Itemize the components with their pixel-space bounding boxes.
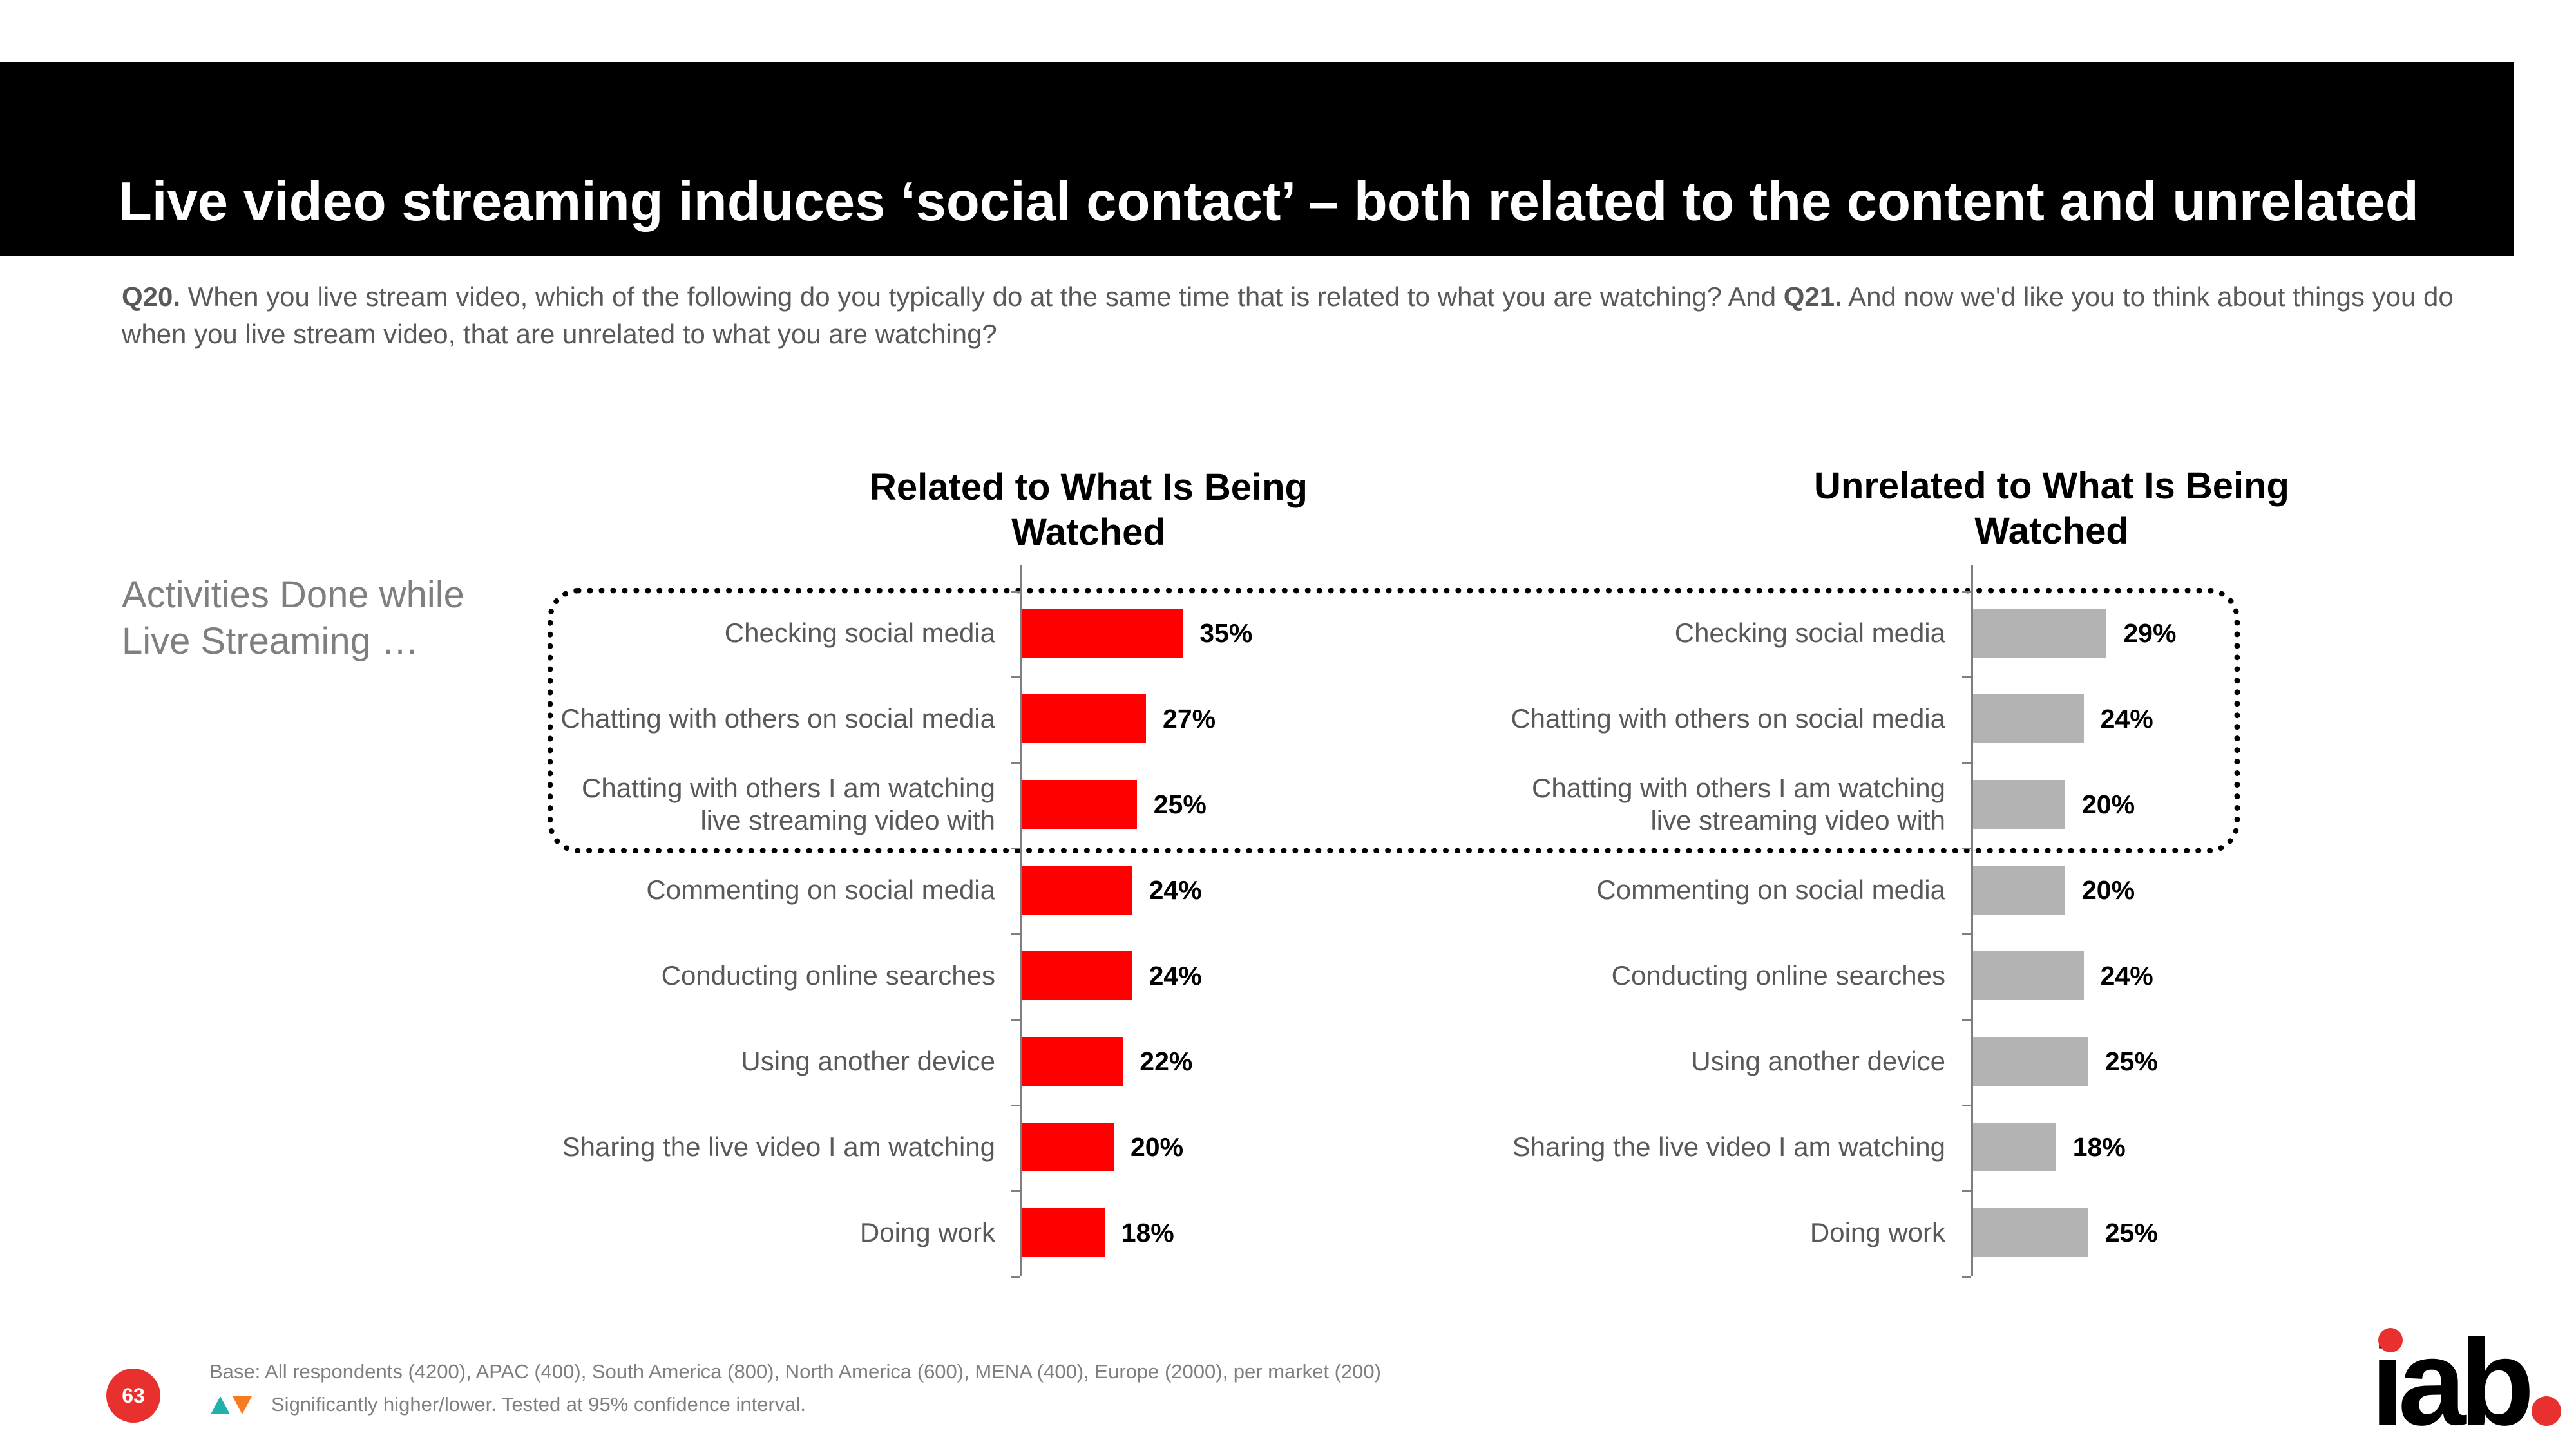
- related-bar: [1022, 694, 1147, 743]
- unrelated-axis-tick: [1962, 933, 1971, 935]
- significance-note: Significantly higher/lower. Tested at 95…: [209, 1393, 806, 1416]
- title-bar: [0, 62, 2514, 256]
- unrelated-bar: [1973, 1037, 2088, 1086]
- related-axis-tick: [1011, 676, 1020, 678]
- related-category-label: Chatting with others I am watching live …: [582, 773, 995, 835]
- unrelated-bar: [1973, 780, 2065, 829]
- related-category-label: Chatting with others on social media: [560, 703, 995, 734]
- related-axis-tick: [1011, 1190, 1020, 1192]
- related-bar: [1022, 780, 1137, 829]
- related-value-label: 22%: [1140, 1047, 1193, 1076]
- unrelated-axis-tick: [1962, 1104, 1971, 1106]
- base-note: Base: All respondents (4200), APAC (400)…: [209, 1360, 1381, 1383]
- unrelated-value-label: 25%: [2104, 1218, 2158, 1247]
- unrelated-category-label: Conducting online searches: [1611, 960, 1945, 991]
- q20-label: Q20.: [122, 281, 181, 312]
- related-bar: [1022, 1037, 1123, 1086]
- chart-title-related: Related to What Is Being Watched: [870, 466, 1308, 553]
- related-axis-tick: [1011, 1275, 1020, 1278]
- unrelated-value-label: 24%: [2100, 961, 2153, 991]
- q20-text: When you live stream video, which of the…: [180, 281, 1784, 312]
- unrelated-axis-tick: [1962, 1018, 1971, 1021]
- unrelated-value-label: 29%: [2123, 618, 2177, 648]
- related-axis-tick: [1011, 933, 1020, 935]
- unrelated-category-label: Doing work: [1809, 1217, 1945, 1247]
- significance-triangles-icon: [211, 1396, 252, 1414]
- related-axis-line: [1020, 564, 1022, 1276]
- unrelated-bar: [1973, 609, 2107, 658]
- related-bar: [1022, 609, 1183, 658]
- related-bar: [1022, 1208, 1105, 1257]
- unrelated-axis-tick: [1962, 761, 1971, 764]
- related-category-label: Doing work: [859, 1217, 995, 1247]
- unrelated-bar: [1973, 951, 2084, 1000]
- unrelated-axis-tick: [1962, 590, 1971, 593]
- unrelated-bar: [1973, 1208, 2088, 1257]
- iab-logo-i-dot: [2378, 1328, 2403, 1352]
- related-bar: [1022, 1123, 1114, 1171]
- unrelated-category-label: Commenting on social media: [1596, 875, 1945, 905]
- related-axis-tick: [1011, 847, 1020, 849]
- unrelated-axis-tick: [1962, 1275, 1971, 1278]
- unrelated-value-label: 25%: [2104, 1047, 2158, 1076]
- related-category-label: Checking social media: [724, 618, 995, 648]
- unrelated-category-label: Using another device: [1691, 1046, 1945, 1076]
- unrelated-bar: [1973, 694, 2084, 743]
- unrelated-bar: [1973, 1123, 2056, 1171]
- related-value-label: 24%: [1149, 875, 1202, 905]
- related-axis-tick: [1011, 1104, 1020, 1106]
- related-axis-tick: [1011, 1018, 1020, 1021]
- unrelated-category-label: Sharing the live video I am watching: [1512, 1132, 1945, 1162]
- q21-text: And now we'd like you to think about thi…: [122, 281, 2454, 349]
- chart-title-unrelated: Unrelated to What Is Being Watched: [1814, 465, 2289, 552]
- unrelated-category-label: Chatting with others on social media: [1511, 703, 1945, 734]
- unrelated-value-label: 18%: [2072, 1132, 2126, 1162]
- unrelated-axis-line: [1971, 564, 1973, 1276]
- unrelated-value-label: 20%: [2082, 790, 2135, 819]
- top-three-highlight-box: [548, 588, 2240, 853]
- related-value-label: 35%: [1199, 618, 1253, 648]
- related-value-label: 20%: [1131, 1132, 1184, 1162]
- unrelated-value-label: 24%: [2100, 704, 2153, 734]
- unrelated-category-label: Chatting with others I am watching live …: [1532, 773, 1945, 835]
- related-axis-tick: [1011, 761, 1020, 764]
- unrelated-category-label: Checking social media: [1674, 618, 1945, 648]
- unrelated-axis-tick: [1962, 1190, 1971, 1192]
- unrelated-value-label: 20%: [2082, 875, 2135, 905]
- related-category-label: Sharing the live video I am watching: [562, 1132, 995, 1162]
- related-axis-tick: [1011, 590, 1020, 593]
- related-category-label: Using another device: [741, 1046, 995, 1076]
- slide-title: Live video streaming induces ‘social con…: [119, 171, 2419, 232]
- related-value-label: 27%: [1163, 704, 1216, 734]
- related-value-label: 18%: [1121, 1218, 1174, 1247]
- significance-note-text: Significantly higher/lower. Tested at 95…: [271, 1393, 806, 1416]
- related-bar: [1022, 951, 1132, 1000]
- unrelated-axis-tick: [1962, 676, 1971, 678]
- related-category-label: Commenting on social media: [646, 875, 995, 905]
- q21-label: Q21.: [1783, 281, 1842, 312]
- page-number-badge: 63: [106, 1369, 160, 1423]
- activities-label: Activities Done while Live Streaming …: [122, 574, 464, 662]
- iab-logo-period-dot: [2532, 1396, 2561, 1426]
- unrelated-axis-tick: [1962, 847, 1971, 849]
- related-bar: [1022, 866, 1132, 915]
- unrelated-bar: [1973, 866, 2065, 915]
- related-value-label: 24%: [1149, 961, 1202, 991]
- related-value-label: 25%: [1153, 790, 1207, 819]
- question-text: Q20. When you live stream video, which o…: [122, 278, 2505, 353]
- related-category-label: Conducting online searches: [661, 960, 995, 991]
